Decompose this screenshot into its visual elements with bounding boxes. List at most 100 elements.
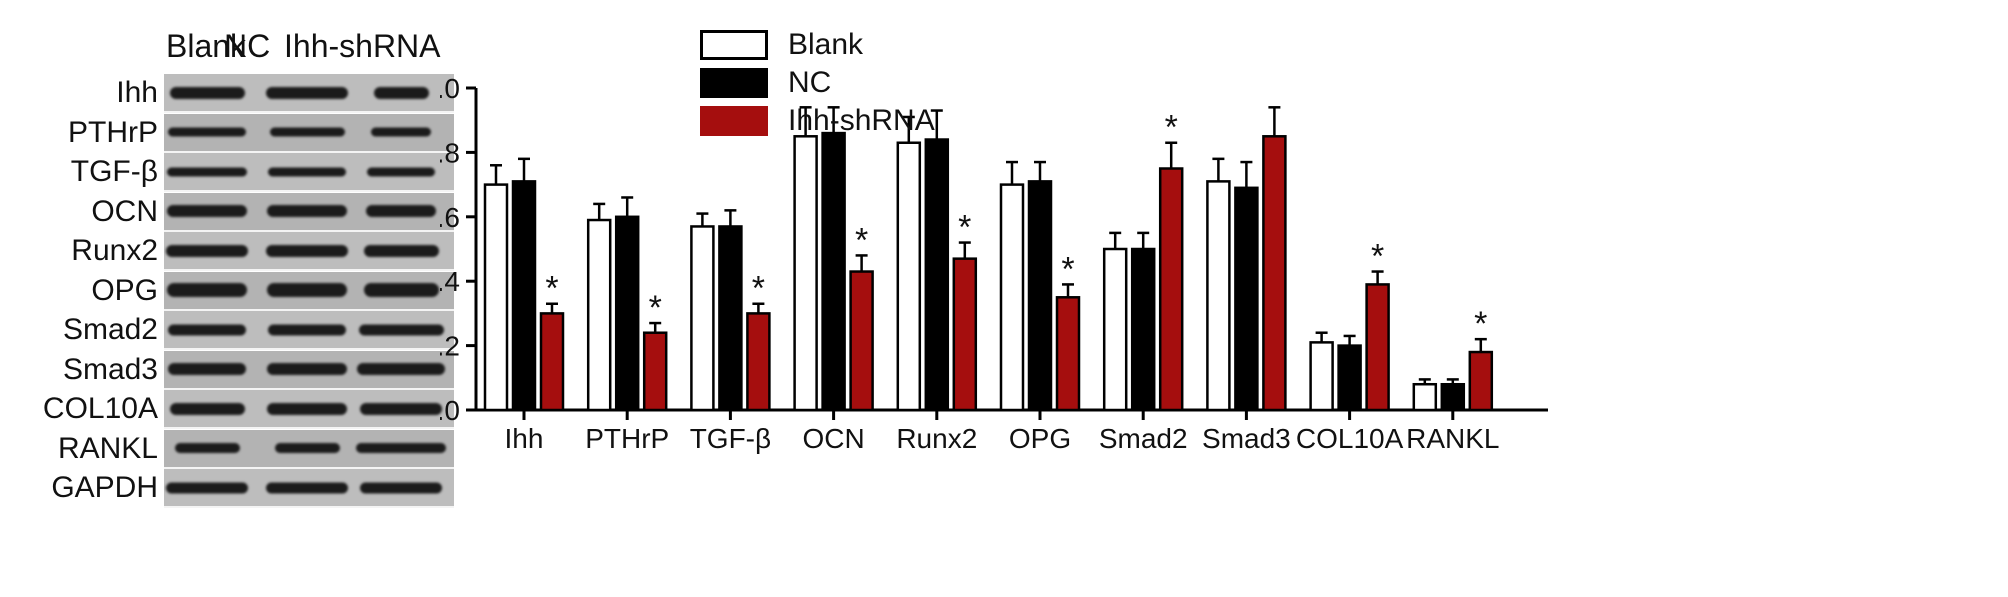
chart-legend: Blank NC Ihh-shRNA	[700, 28, 1020, 158]
x-tick-label: PTHrP	[585, 423, 669, 454]
y-tick-label: 0.2	[440, 331, 460, 362]
legend-swatch	[700, 68, 768, 98]
blot-band	[367, 167, 435, 176]
blot-protein-label: Smad2	[62, 313, 158, 346]
blot-band	[167, 205, 247, 217]
blot-strip	[164, 113, 454, 153]
blot-strip	[164, 429, 454, 469]
blot-band	[267, 283, 347, 297]
blot-protein-label: GAPDH	[51, 471, 158, 504]
bar	[718, 225, 743, 412]
blot-strip	[164, 271, 454, 311]
blot-band	[269, 127, 345, 137]
blot-strip	[164, 350, 454, 390]
blot-band	[267, 402, 347, 415]
bar	[1412, 382, 1438, 412]
blot-band	[268, 324, 346, 335]
bar	[1055, 296, 1081, 412]
legend-item: Ihh-shRNA	[700, 104, 1020, 140]
blot-band	[265, 482, 349, 493]
y-tick-label: 0.4	[440, 266, 460, 297]
blot-lane-label: Blank	[166, 28, 247, 64]
y-tick-label: 1.0	[440, 73, 460, 104]
blot-band	[373, 86, 429, 99]
blot-strip	[164, 74, 454, 113]
blot-band	[167, 167, 247, 176]
significance-mark: *	[855, 221, 868, 259]
bar	[690, 225, 715, 412]
bar	[821, 131, 846, 412]
blot-band	[366, 205, 436, 217]
blot-band	[165, 482, 249, 493]
blot-band	[169, 402, 245, 415]
bar-chart: 0.00.20.40.60.81.0Protein levels*Ihh*PTH…	[440, 0, 2008, 597]
significance-mark: *	[1061, 250, 1074, 288]
blot-band	[359, 482, 443, 493]
significance-mark: *	[958, 209, 971, 247]
blot-band	[167, 283, 247, 297]
blot-strip	[164, 311, 454, 350]
significance-mark: *	[1371, 238, 1384, 276]
bar	[1309, 341, 1334, 412]
significance-mark: *	[649, 289, 662, 327]
legend-swatch	[700, 30, 768, 60]
blot-band	[371, 127, 431, 137]
bar	[1027, 180, 1053, 412]
bar	[793, 135, 818, 412]
blot-protein-label: Ihh	[116, 76, 158, 109]
legend-label: Blank	[788, 28, 864, 61]
x-tick-label: COL10A	[1296, 423, 1404, 454]
blot-protein-label: OCN	[91, 194, 158, 228]
blot-strip	[164, 390, 454, 429]
blot-band	[359, 402, 443, 415]
blot-strip	[164, 469, 454, 508]
bar	[511, 180, 537, 412]
blot-band	[358, 324, 444, 335]
blot-band	[174, 443, 240, 453]
x-tick-label: OCN	[802, 423, 864, 454]
blot-lane-label: NC	[224, 28, 271, 64]
bar	[586, 218, 612, 412]
blot-strip	[164, 192, 454, 232]
blot-protein-label: RANKL	[57, 431, 158, 465]
legend-label: NC	[788, 66, 832, 99]
bar	[1337, 344, 1362, 412]
blot-band	[267, 205, 347, 217]
legend-item: NC	[700, 66, 1020, 102]
y-tick-label: 0.8	[440, 137, 460, 168]
blot-band	[165, 244, 249, 257]
bar	[999, 183, 1025, 412]
bar	[642, 331, 668, 412]
bar	[952, 257, 978, 412]
blot-band	[357, 363, 445, 375]
bar	[1206, 180, 1231, 412]
x-tick-label: Smad2	[1099, 423, 1188, 454]
chart-svg: 0.00.20.40.60.81.0Protein levels*Ihh*PTH…	[440, 73, 1548, 454]
bar	[1468, 350, 1494, 412]
blot-band	[168, 324, 246, 335]
blot-band	[265, 86, 349, 99]
x-tick-label: Smad3	[1202, 423, 1291, 454]
blot-band	[169, 86, 245, 99]
blot-band	[168, 127, 246, 137]
blot-band	[268, 167, 346, 176]
blot-protein-label: Runx2	[71, 234, 158, 267]
bar	[1440, 382, 1466, 412]
blot-lane-label: Ihh-shRNA	[284, 28, 441, 64]
bar	[896, 141, 922, 412]
blot-protein-label: COL10A	[42, 392, 158, 425]
bar	[1365, 283, 1390, 412]
bar	[614, 215, 640, 412]
x-tick-label: OPG	[1009, 423, 1071, 454]
bar	[924, 138, 950, 412]
bar	[1130, 247, 1156, 412]
bar	[1158, 167, 1184, 412]
blot-band	[274, 443, 340, 453]
x-tick-label: Ihh	[505, 423, 544, 454]
bar	[849, 270, 874, 412]
blot-band	[168, 363, 246, 375]
legend-label: Ihh-shRNA	[788, 104, 935, 137]
blot-protein-label: OPG	[91, 273, 158, 307]
legend-item: Blank	[700, 28, 1020, 64]
x-tick-label: TGF-β	[690, 423, 771, 454]
